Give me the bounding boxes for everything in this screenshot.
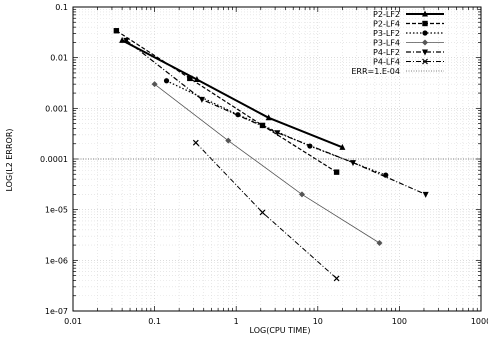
legend-label-p4-lf4: P4-LF4 — [373, 58, 400, 67]
series-line-p2-lf4 — [116, 30, 337, 173]
data-point-p3-lf2 — [163, 78, 170, 84]
x-tick-label: 0.1 — [148, 317, 161, 326]
data-point-p4-lf4 — [333, 275, 340, 282]
data-point-p4-lf2 — [349, 160, 356, 167]
data-point-p4-lf2 — [198, 96, 205, 103]
y-tick-label: 0.0001 — [40, 155, 68, 164]
x-tick-label: 10 — [313, 317, 323, 326]
data-point-p3-lf2 — [235, 112, 241, 118]
x-tick-label: 1 — [234, 317, 239, 326]
legend-marker-p2-lf2 — [422, 10, 428, 17]
x-tick-label: 1000 — [471, 317, 488, 326]
data-point-p3-lf4 — [151, 81, 158, 88]
x-tick-label: 100 — [392, 317, 407, 326]
data-point-p2-lf4 — [333, 169, 340, 175]
legend-marker-p2-lf4 — [422, 20, 428, 27]
data-point-p2-lf4 — [187, 75, 193, 82]
data-point-p3-lf4 — [225, 137, 232, 144]
data-point-p4-lf2 — [274, 130, 281, 137]
legend-marker-p4-lf2 — [422, 49, 428, 56]
grid — [73, 7, 481, 311]
series-line-p3-lf4 — [154, 83, 380, 244]
y-axis-title: LOG(L2 ERROR) — [5, 128, 14, 191]
data-point-p2-lf4 — [113, 28, 120, 34]
x-axis-title: LOG(CPU TIME) — [250, 326, 311, 335]
data-point-p2-lf2 — [265, 114, 272, 121]
legend-label-p3-lf2: P3-LF2 — [373, 29, 400, 38]
plot-frame — [72, 6, 482, 312]
series-p2-lf4 — [113, 28, 340, 175]
legend: P2-LF2P2-LF4P3-LF2P3-LF4P4-LF2P4-LF4ERR=… — [351, 10, 444, 76]
data-point-p2-lf2 — [339, 143, 346, 150]
legend-marker-p4-lf4 — [422, 58, 428, 65]
series-p4-lf2 — [123, 37, 429, 198]
y-tick-label: 1e-07 — [45, 307, 68, 316]
x-tick-label: 0.01 — [64, 317, 82, 326]
series-line-p4-lf4 — [195, 142, 337, 279]
legend-label-p2-lf2: P2-LF2 — [373, 10, 400, 19]
data-point-p4-lf4 — [192, 139, 199, 146]
legend-label-p2-lf4: P2-LF4 — [373, 20, 400, 29]
series-p3-lf4 — [151, 81, 383, 246]
data-point-p4-lf2 — [422, 191, 429, 198]
y-tick-label: 0.1 — [55, 3, 68, 12]
y-tick-label: 1e-05 — [45, 206, 68, 215]
legend-label-p3-lf4: P3-LF4 — [373, 39, 400, 48]
legend-marker-p3-lf2 — [422, 30, 428, 36]
legend-marker-p3-lf4 — [422, 39, 428, 46]
data-point-p3-lf2 — [383, 172, 389, 178]
data-point-p3-lf4 — [376, 239, 383, 246]
y-tick-label: 1e-06 — [45, 256, 68, 265]
data-point-p2-lf2 — [193, 76, 200, 83]
data-point-p4-lf4 — [259, 209, 266, 216]
data-point-p4-lf2 — [123, 37, 130, 44]
series-line-p2-lf2 — [121, 39, 343, 149]
data-point-p3-lf4 — [298, 191, 305, 198]
legend-label-p4-lf2: P4-LF2 — [373, 48, 400, 57]
y-tick-label: 0.001 — [45, 104, 68, 113]
legend-label-err-1-e-04: ERR=1.E-04 — [351, 67, 400, 76]
series-p4-lf4 — [192, 139, 340, 282]
y-tick-label: 0.01 — [50, 54, 68, 63]
data-point-p2-lf2 — [119, 36, 126, 43]
series-p2-lf2 — [119, 36, 346, 150]
series-line-p4-lf2 — [125, 39, 426, 195]
